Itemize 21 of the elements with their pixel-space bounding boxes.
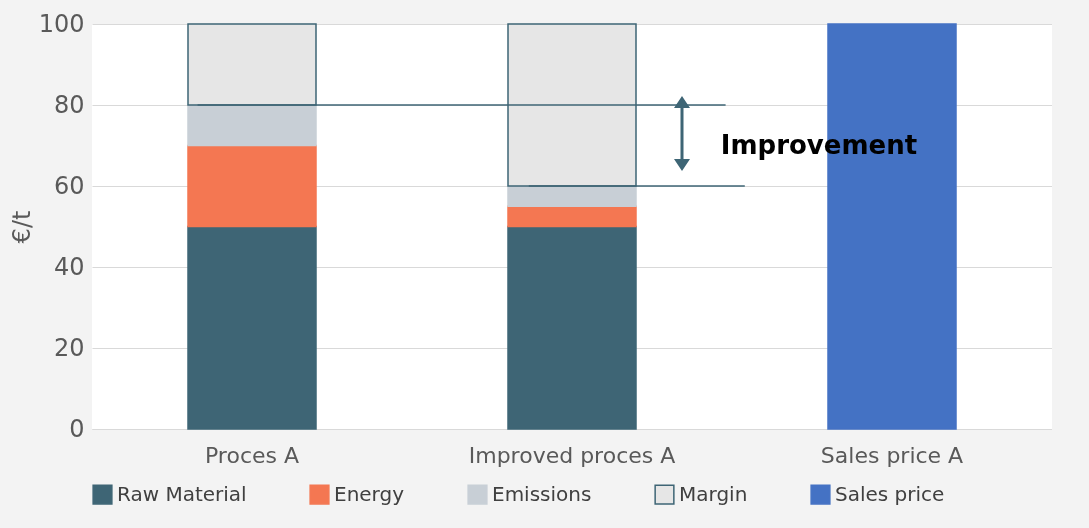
legend-label: Sales price <box>835 481 945 506</box>
legend-label: Margin <box>679 481 748 506</box>
bar <box>187 104 317 147</box>
y-tick-label: 40 <box>53 252 85 281</box>
legend-label: Raw Material <box>117 481 247 506</box>
bar <box>507 185 637 207</box>
y-axis-title: €/t <box>7 210 36 244</box>
x-tick-label: Proces A <box>204 442 300 468</box>
bar <box>187 144 317 228</box>
y-tick-label: 60 <box>53 171 85 200</box>
x-tick-label: Improved proces A <box>468 442 676 468</box>
bar <box>507 205 637 228</box>
x-tick-label: Sales price A <box>820 442 964 468</box>
y-tick-label: 100 <box>38 9 85 38</box>
bar <box>187 225 317 430</box>
legend-label: Energy <box>334 481 405 506</box>
y-tick-label: 0 <box>69 414 85 443</box>
bar <box>507 225 637 430</box>
legend-label: Emissions <box>492 481 592 506</box>
y-tick-label: 80 <box>53 90 85 119</box>
y-tick-label: 20 <box>53 333 85 362</box>
